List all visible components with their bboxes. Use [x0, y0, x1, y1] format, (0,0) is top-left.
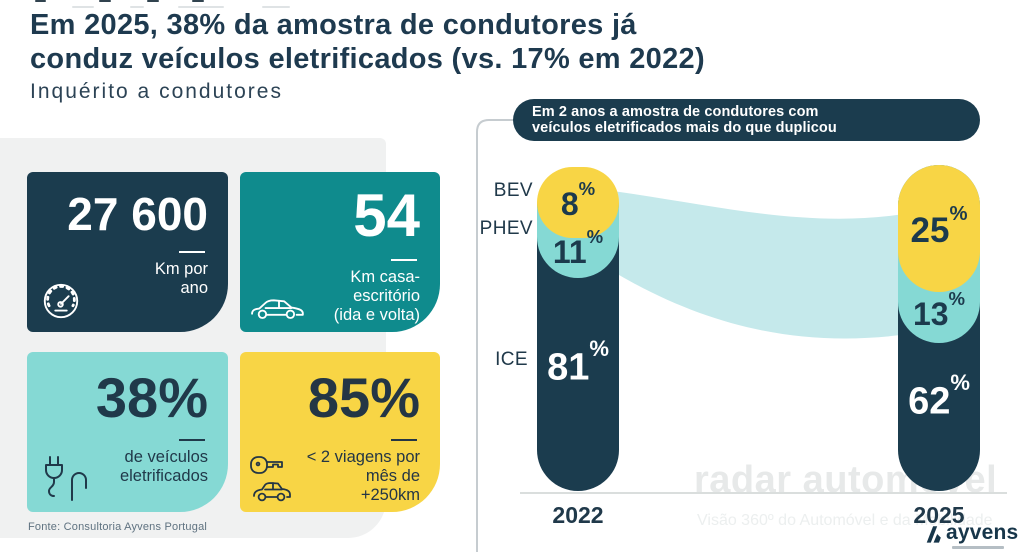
banner-line-1: Em 2 anos a amostra de condutores com	[532, 103, 819, 120]
stat-label: Km por ano	[154, 259, 208, 297]
axis-label-2025: 2025	[913, 502, 965, 528]
stat-value: 38%	[95, 366, 208, 429]
stat-card-km-commute: 54 Km casa- escritório (ida e volta)	[240, 172, 440, 332]
ayvens-logo-icon	[926, 525, 941, 543]
flow-band	[578, 187, 939, 339]
stat-card-long-trips: 85% < 2 viagens por mês de +250km	[240, 352, 440, 512]
value-2025-ice: 62%	[908, 370, 970, 423]
divider	[391, 259, 417, 262]
stat-label: de veículos eletrificados	[119, 448, 208, 486]
row-label-bev: BEV	[493, 180, 533, 201]
stat-value: 54	[353, 182, 420, 249]
stat-label: < 2 viagens por mês de +250km	[306, 448, 420, 505]
row-label-phev: PHEV	[479, 218, 533, 239]
title-line-1: Em 2025, 38% da amostra de condutores já	[30, 9, 637, 41]
chart-banner: Em 2 anos a amostra de condutores com ve…	[513, 99, 980, 141]
divider	[179, 250, 205, 253]
plug-icon	[39, 454, 89, 504]
value-2022-bev: 8%	[560, 178, 596, 222]
ayvens-logo-text: ayvens	[946, 521, 1019, 544]
ayvens-tagline	[952, 546, 1004, 549]
ayvens-logo: ayvens	[924, 521, 1018, 545]
page-title: Em 2025, 38% da amostra de condutores já…	[30, 8, 705, 76]
stat-value: 27 600	[67, 188, 208, 240]
banner-line-2: veículos eletrificados mais do que dupli…	[532, 120, 837, 136]
divider	[179, 439, 205, 442]
row-label-ice: ICE	[495, 349, 528, 370]
value-2022-phev: 11%	[552, 226, 604, 270]
watermark-subtitle: Visão 360º do Automóvel e da Mobilidade	[697, 512, 993, 529]
axis-label-2022: 2022	[552, 502, 604, 528]
stat-value: 85%	[307, 366, 420, 429]
stat-card-electrified-share: 38% de veículos eletrificados	[27, 352, 228, 512]
key-car-icon	[247, 452, 299, 506]
value-2025-bev: 25%	[910, 203, 968, 250]
stat-card-km-per-year: 27 600 Km por ano	[27, 172, 228, 332]
value-2025-phev: 13%	[912, 288, 966, 332]
speedometer-icon	[40, 280, 82, 322]
source-note: Fonte: Consultoria Ayvens Portugal	[28, 521, 208, 533]
value-2022-ice: 81%	[547, 336, 609, 389]
stat-label: Km casa- escritório (ida e volta)	[333, 268, 420, 325]
divider	[391, 439, 417, 442]
title-line-2: conduz veículos eletrificados (vs. 17% e…	[30, 43, 705, 75]
page-subtitle: Inquérito a condutores	[30, 80, 283, 103]
car-icon	[250, 293, 308, 320]
